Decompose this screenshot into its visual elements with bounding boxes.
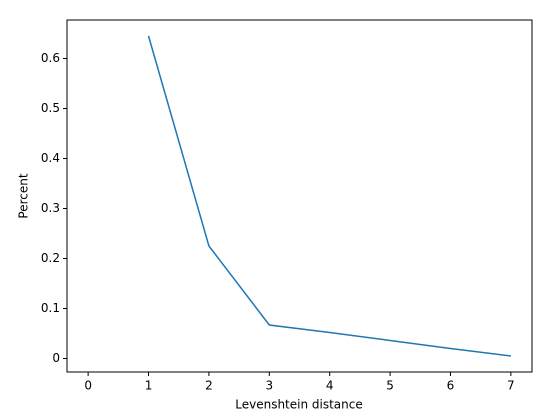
x-tick-label: 3	[265, 379, 273, 393]
y-tick-label: 0.6	[41, 51, 60, 65]
x-tick-label: 1	[145, 379, 153, 393]
y-tick-label: 0.3	[41, 201, 60, 215]
x-tick-label: 7	[507, 379, 515, 393]
plot-frame	[66, 19, 533, 373]
x-axis-label: Levenshtein distance	[235, 398, 363, 412]
y-tick-label: 0.2	[41, 251, 60, 265]
x-tick-label: 2	[205, 379, 213, 393]
x-tick-label: 5	[386, 379, 394, 393]
y-axis-label: Percent	[17, 173, 31, 218]
x-tick-label: 0	[84, 379, 92, 393]
x-tick-label: 4	[326, 379, 334, 393]
y-tick-label: 0.5	[41, 101, 60, 115]
y-tick-label: 0.4	[41, 151, 60, 165]
line	[147, 35, 511, 357]
x-tick-label: 6	[447, 379, 455, 393]
y-tick-label: 0.1	[41, 301, 60, 315]
y-tick-label: 0	[52, 351, 60, 365]
